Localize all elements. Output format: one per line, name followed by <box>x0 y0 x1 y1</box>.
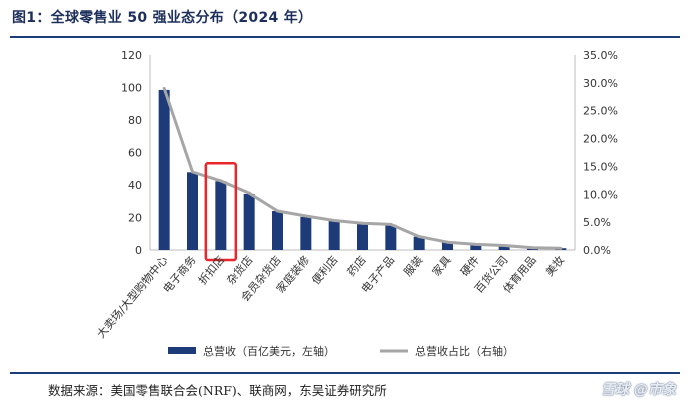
x-tick-label: 家具 <box>429 253 454 279</box>
legend-bar-swatch <box>168 347 196 354</box>
bar <box>300 216 312 250</box>
x-tick-label: 便利店 <box>309 253 341 287</box>
figure-title: 图1：全球零售业 50 强业态分布（2024 年） <box>12 10 313 26</box>
y-left-tick-label: 100 <box>121 82 142 95</box>
bar <box>215 181 227 250</box>
x-tick-label: 大卖场/大型购物中心 <box>94 253 171 341</box>
x-tick-label: 折扣店 <box>195 253 227 287</box>
y-right-tick-label: 20.0% <box>583 133 618 146</box>
bar <box>385 224 397 250</box>
y-right-tick-label: 35.0% <box>583 49 618 62</box>
share-point <box>531 246 534 250</box>
legend-line-label: 总营收占比（右轴） <box>415 344 514 358</box>
bar <box>357 223 368 250</box>
watermark: 雪球 @市象 <box>601 382 676 398</box>
x-tick-label: 服装 <box>401 254 425 279</box>
share-point <box>389 222 393 226</box>
y-right-tick-label: 15.0% <box>583 160 618 173</box>
share-point <box>162 86 166 90</box>
share-point <box>219 179 223 183</box>
bar-line-chart: 0 20 40 60 80 100 120 0.0% 5.0% 10.0% 15.0% 20.0% 25… <box>94 49 618 358</box>
bar <box>272 211 283 250</box>
bar <box>442 242 453 250</box>
share-point <box>502 244 506 248</box>
share-point <box>361 221 364 225</box>
y-left-tick-label: 80 <box>128 114 142 127</box>
y-right-tick-label: 10.0% <box>583 188 618 201</box>
x-tick-label: 美妆 <box>543 254 567 279</box>
share-point <box>191 170 194 174</box>
share-point <box>332 218 336 222</box>
figure-title-row: 图1：全球零售业 50 强业态分布（2024 年） <box>12 0 680 34</box>
bar <box>328 220 340 250</box>
y-left-tick-label: 120 <box>121 49 142 62</box>
y-left-tick-label: 20 <box>128 212 142 225</box>
share-point <box>247 191 251 195</box>
y-right-tick-label: 5.0% <box>583 216 611 229</box>
source-divider <box>10 372 680 374</box>
bar <box>158 89 170 250</box>
y-left-tick-label: 0 <box>135 244 142 257</box>
legend-bar-label: 总营收（百亿美元，左轴） <box>203 344 335 358</box>
source-note: 数据来源：美国零售联合会(NRF)、联商网，东吴证券研究所 <box>48 382 387 398</box>
bar <box>243 193 255 250</box>
y-left-tick-label: 40 <box>128 179 142 192</box>
share-point <box>276 209 279 213</box>
bar <box>470 244 482 250</box>
share-point <box>474 242 478 246</box>
title-divider <box>10 36 680 38</box>
y-right-tick-label: 0.0% <box>583 244 611 257</box>
bar <box>187 172 198 250</box>
highlight-box <box>204 162 238 262</box>
share-point <box>417 235 421 239</box>
y-right-tick-label: 30.0% <box>583 77 618 90</box>
share-point <box>559 246 563 250</box>
share-point <box>304 214 308 218</box>
y-right-tick-label: 25.0% <box>583 105 618 118</box>
bar <box>413 236 425 250</box>
x-tick-label: 硬件 <box>458 254 482 279</box>
share-point <box>446 240 449 244</box>
bar <box>498 245 510 250</box>
x-tick-label: 药店 <box>344 253 369 279</box>
y-left-tick-label: 60 <box>128 147 142 160</box>
